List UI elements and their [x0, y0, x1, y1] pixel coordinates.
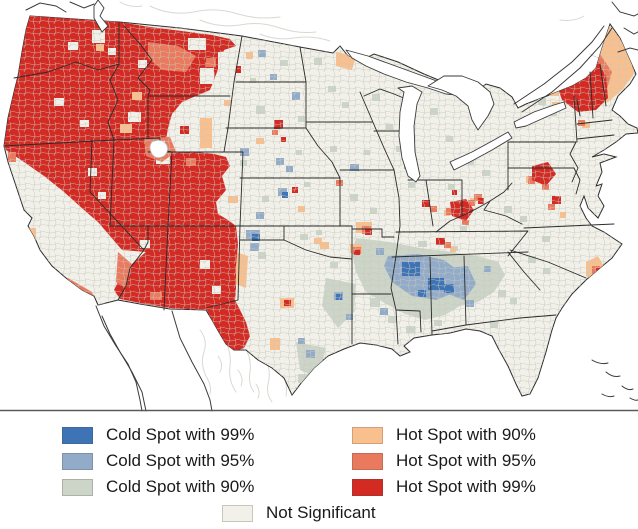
hot-99-label: Hot Spot with 99% [396, 477, 536, 496]
legend-item-hot-90: Hot Spot with 90% [352, 425, 536, 445]
cold-95-swatch [62, 452, 93, 470]
great-salt-lake [149, 140, 168, 158]
legend-item-cold-95: Cold Spot with 95% [62, 451, 254, 471]
lake-michigan [397, 85, 423, 183]
state-boundaries [3, 21, 615, 345]
not-significant-label: Not Significant [266, 503, 376, 522]
not-significant-swatch [222, 504, 253, 522]
legend-item-hot-99: Hot Spot with 99% [352, 477, 536, 497]
us-choropleth-map [0, 0, 638, 412]
legend-item-cold-99: Cold Spot with 99% [62, 425, 254, 445]
cold-90-label: Cold Spot with 90% [106, 477, 255, 496]
great-lakes [345, 49, 567, 183]
cold-90-swatch [62, 478, 93, 496]
lake-ontario [513, 101, 567, 129]
legend-item-cold-90: Cold Spot with 90% [62, 477, 254, 497]
hot-95-label: Hot Spot with 95% [396, 451, 536, 470]
hot-90-label: Hot Spot with 90% [396, 425, 536, 444]
lake-huron [427, 75, 495, 131]
hot-95-swatch [352, 452, 383, 470]
hot-90-swatch [352, 426, 383, 444]
legend-item-not-significant: Not Significant [222, 503, 376, 523]
puget-sound [93, 0, 109, 33]
canada-mexico-outlines [25, 1, 638, 412]
legend-item-hot-95: Hot Spot with 95% [352, 451, 536, 471]
legend: Cold Spot with 99% Cold Spot with 95% Co… [0, 412, 638, 529]
cold-99-label: Cold Spot with 99% [106, 425, 255, 444]
bahamas-islands [591, 359, 638, 401]
map-area [0, 0, 638, 412]
lake-erie [449, 131, 513, 171]
cold-99-swatch [62, 426, 93, 444]
hot-99-swatch [352, 478, 383, 496]
cold-95-label: Cold Spot with 95% [106, 451, 255, 470]
